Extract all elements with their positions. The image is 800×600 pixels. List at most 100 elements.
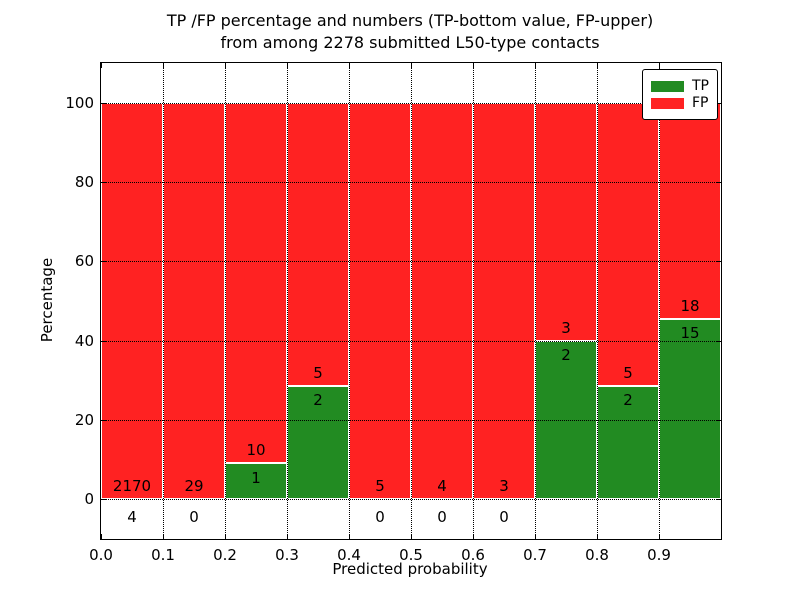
bar-segment-tp [659,319,721,500]
y-tick-label: 80 [74,173,94,191]
fp-count-label: 2170 [112,476,152,495]
y-tick-mark [101,102,106,104]
y-tick-mark-right [716,261,721,263]
bar-segment-tp [287,386,349,500]
bar-segment-tp [597,386,659,500]
y-tick-mark-right [716,499,721,501]
legend-entry-fp: FP [651,96,709,110]
x-tick-mark-top [225,63,226,68]
legend-entry-tp: TP [651,79,709,93]
chart-title: TP /FP percentage and numbers (TP-bottom… [100,10,720,54]
tp-legend-swatch [651,80,684,92]
chart-title-line2: from among 2278 submitted L50-type conta… [220,33,600,52]
tp-count-label: 0 [189,507,199,526]
v-gridline [473,63,474,539]
fp-count-label: 5 [313,363,323,382]
y-tick-mark-right [716,420,721,421]
bar-segment-fp [101,102,163,499]
x-tick-mark [411,534,412,539]
fp-legend-label: FP [692,95,709,111]
x-tick-mark [101,534,102,539]
x-tick-mark-top [659,63,660,68]
x-tick-mark-top [535,63,536,68]
bar-segment-fp [287,102,349,386]
fp-count-label: 18 [680,296,700,315]
x-tick-mark-top [349,63,350,68]
fp-count-label: 10 [246,441,266,460]
tp-count-label: 1 [251,468,261,487]
y-tick-mark-right [716,102,721,104]
y-tick-mark [101,340,106,342]
x-tick-mark-top [597,63,598,68]
v-gridline [287,63,288,539]
fp-count-label: 4 [437,477,447,496]
x-axis-label: Predicted probability [332,560,488,578]
fp-legend-swatch [651,97,684,109]
x-tick-mark-top [101,63,102,68]
fp-count-label: 29 [184,477,204,496]
x-tick-label: 0.8 [585,546,609,564]
x-tick-mark-top [411,63,412,68]
x-tick-mark [535,534,536,539]
plot-area: TP FP 0.0 0.1 0.2 0.3 0.4 0.5 0.6 0.7 0.8 0.9 0 2 0 4… [65,62,722,564]
x-tick-label: 0.1 [151,546,175,564]
bar-segment-fp [597,102,659,386]
y-tick-mark [101,499,106,501]
y-tick-mark-right [716,340,721,342]
bar-segment-fp [535,102,597,341]
y-tick-label: 60 [74,252,94,271]
x-tick-mark-top [287,63,288,68]
tp-count-label: 0 [375,507,385,526]
x-tick-mark [163,534,164,539]
v-gridline [597,63,598,539]
x-tick-label: 0.7 [523,546,547,564]
bar-segment-fp [225,102,287,464]
tp-legend-label: TP [692,78,709,94]
v-gridline [411,63,412,539]
v-gridline [163,63,164,539]
bar-segment-fp [349,102,411,500]
y-tick-label: 0 [84,490,94,509]
chart-title-line1: TP /FP percentage and numbers (TP-bottom… [166,11,654,30]
y-axis-label: Percentage [38,257,56,343]
x-tick-label: 0.0 [89,546,113,564]
bar-segment-fp [659,102,721,320]
fp-count-label: 5 [623,363,633,382]
x-tick-mark [721,534,722,539]
tp-count-label: 0 [437,507,447,526]
fp-count-label: 3 [499,477,509,496]
bar-segment-fp [411,102,473,500]
bar-segment-fp [473,102,535,500]
tp-count-label: 4 [127,507,137,526]
x-tick-label: 0.4 [337,546,361,564]
tp-count-label: 0 [499,507,509,526]
x-tick-mark [225,534,226,539]
fp-count-label: 3 [561,318,571,337]
x-tick-mark [473,534,474,539]
fp-count-label: 5 [375,477,385,496]
v-gridline [225,63,226,539]
tp-count-label: 2 [561,345,571,364]
x-tick-mark [659,534,660,539]
tp-count-label: 15 [680,324,700,343]
y-tick-mark [101,261,106,263]
y-tick-label: 40 [74,331,94,350]
tp-count-label: 2 [623,391,633,410]
x-tick-label: 0.2 [213,546,237,564]
legend: TP FP [642,69,718,120]
v-gridline [349,63,350,539]
x-tick-mark [349,534,350,539]
x-tick-label: 0.6 [461,546,485,564]
y-tick-label: 100 [65,93,94,112]
y-tick-mark [101,182,106,183]
x-tick-mark-top [721,63,722,68]
y-tick-mark [101,420,106,421]
x-tick-label: 0.9 [647,546,671,564]
x-tick-mark-top [473,63,474,68]
x-tick-mark-top [163,63,164,68]
x-tick-label: 0.3 [275,546,299,564]
x-tick-label: 0.5 [399,546,423,564]
v-gridline [535,63,536,539]
x-tick-mark [597,534,598,539]
